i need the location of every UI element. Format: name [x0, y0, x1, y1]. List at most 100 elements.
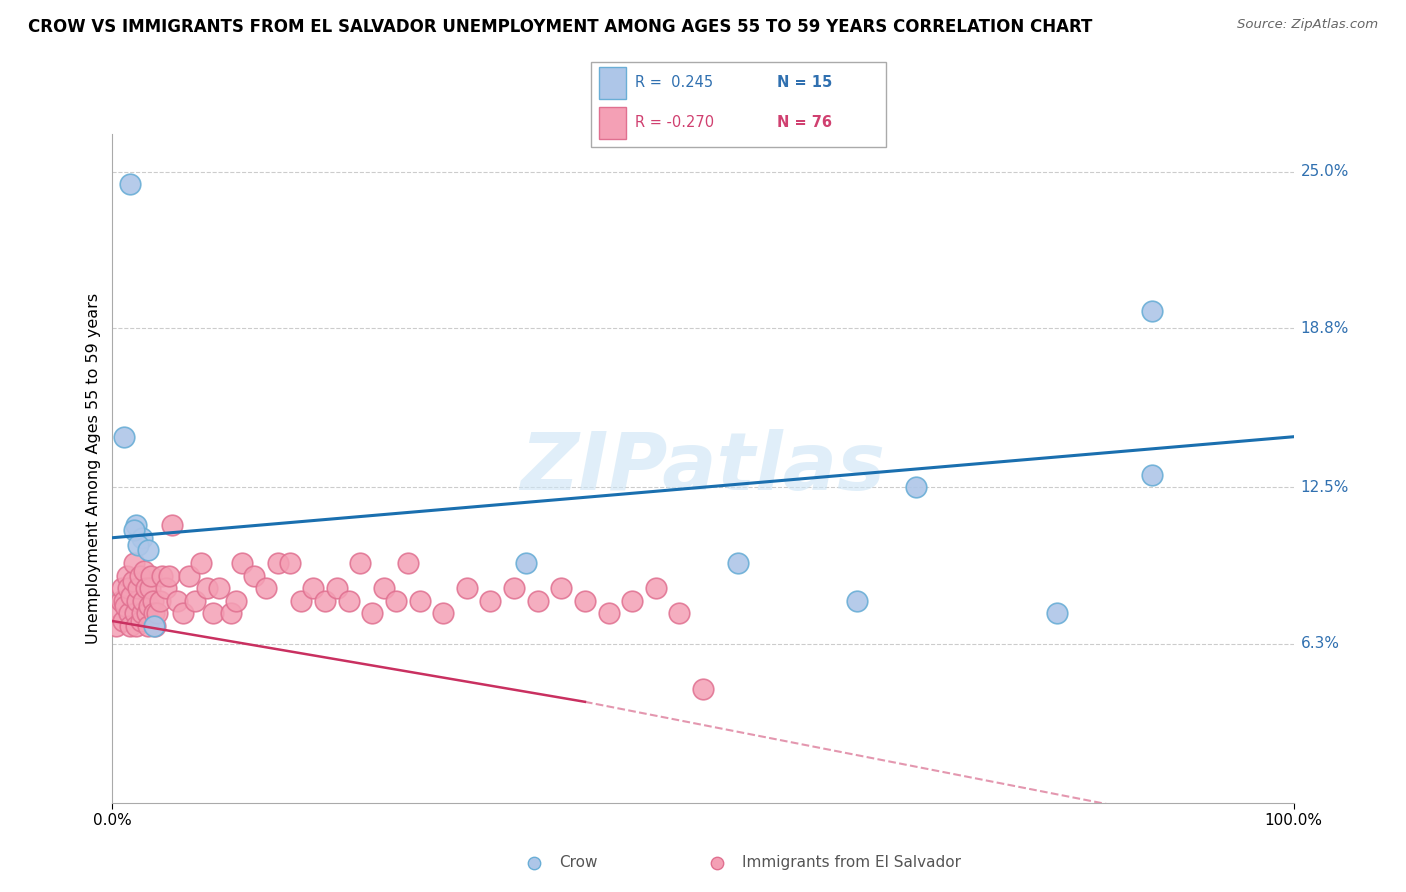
Bar [599, 67, 626, 99]
Point [231, 556, 253, 570]
Point [160, 518, 183, 533]
Point [208, 581, 231, 595]
Text: CROW VS IMMIGRANTS FROM EL SALVADOR UNEMPLOYMENT AMONG AGES 55 TO 59 YEARS CORRE: CROW VS IMMIGRANTS FROM EL SALVADOR UNEM… [28, 18, 1092, 36]
Point [135, 581, 157, 595]
Point [120, 178, 142, 192]
Point [668, 607, 690, 621]
Point [904, 480, 927, 494]
Point [706, 855, 728, 870]
Point [456, 581, 478, 595]
Point [128, 568, 150, 582]
Point [110, 594, 132, 608]
Point [526, 594, 548, 608]
Text: 12.5%: 12.5% [1301, 480, 1348, 495]
Point [127, 594, 149, 608]
Point [114, 599, 136, 613]
Point [127, 581, 149, 595]
Point [142, 594, 165, 608]
Point [157, 568, 180, 582]
Point [267, 556, 290, 570]
Point [1140, 303, 1163, 318]
Point [136, 619, 159, 633]
Point [135, 607, 157, 621]
Point [155, 581, 177, 595]
Point [243, 568, 266, 582]
Point [115, 568, 138, 582]
Point [112, 594, 135, 608]
Point [179, 568, 201, 582]
Point [337, 594, 360, 608]
Text: N = 15: N = 15 [776, 75, 832, 90]
Point [278, 556, 301, 570]
Point [127, 538, 149, 552]
Point [845, 594, 868, 608]
Point [1140, 467, 1163, 482]
Point [515, 556, 537, 570]
Point [550, 581, 572, 595]
Point [124, 607, 146, 621]
Point [254, 581, 277, 595]
Point [302, 581, 325, 595]
Point [136, 543, 159, 558]
Text: R = -0.270: R = -0.270 [636, 115, 714, 130]
Point [396, 556, 419, 570]
Point [129, 614, 152, 628]
Point [523, 855, 546, 870]
Point [692, 682, 714, 697]
Point [107, 607, 129, 621]
Point [143, 619, 166, 633]
Point [1046, 607, 1069, 621]
Y-axis label: Unemployment Among Ages 55 to 59 years: Unemployment Among Ages 55 to 59 years [86, 293, 101, 644]
Point [314, 594, 336, 608]
Point [122, 523, 145, 537]
Point [142, 619, 165, 633]
Point [120, 589, 142, 603]
Point [326, 581, 349, 595]
Point [574, 594, 596, 608]
Point [139, 581, 162, 595]
Point [195, 581, 218, 595]
Point [503, 581, 526, 595]
Text: 18.8%: 18.8% [1301, 321, 1348, 335]
Point [118, 607, 141, 621]
Text: 25.0%: 25.0% [1301, 164, 1348, 179]
Point [111, 581, 134, 595]
Point [112, 430, 135, 444]
Point [146, 607, 169, 621]
Point [125, 518, 148, 533]
Point [134, 564, 156, 578]
Point [131, 607, 153, 621]
Point [373, 581, 395, 595]
Point [166, 594, 188, 608]
Point [361, 607, 384, 621]
Point [219, 607, 242, 621]
Point [184, 594, 207, 608]
Text: 6.3%: 6.3% [1301, 636, 1340, 651]
Point [105, 619, 128, 633]
Point [408, 594, 430, 608]
Point [142, 607, 165, 621]
Point [290, 594, 312, 608]
Text: R =  0.245: R = 0.245 [636, 75, 713, 90]
Point [479, 594, 502, 608]
Point [225, 594, 247, 608]
Point [190, 556, 212, 570]
Point [149, 594, 172, 608]
Point [432, 607, 454, 621]
Bar [599, 106, 626, 139]
Point [125, 619, 148, 633]
Point [598, 607, 620, 621]
Point [117, 581, 139, 595]
Point [172, 607, 194, 621]
Point [150, 568, 173, 582]
Point [120, 619, 142, 633]
Point [644, 581, 666, 595]
Point [132, 594, 155, 608]
Point [141, 568, 163, 582]
Text: Immigrants from El Salvador: Immigrants from El Salvador [742, 855, 962, 870]
Text: N = 76: N = 76 [776, 115, 831, 130]
Point [621, 594, 644, 608]
Point [122, 556, 145, 570]
Point [138, 599, 160, 613]
Point [121, 574, 143, 588]
